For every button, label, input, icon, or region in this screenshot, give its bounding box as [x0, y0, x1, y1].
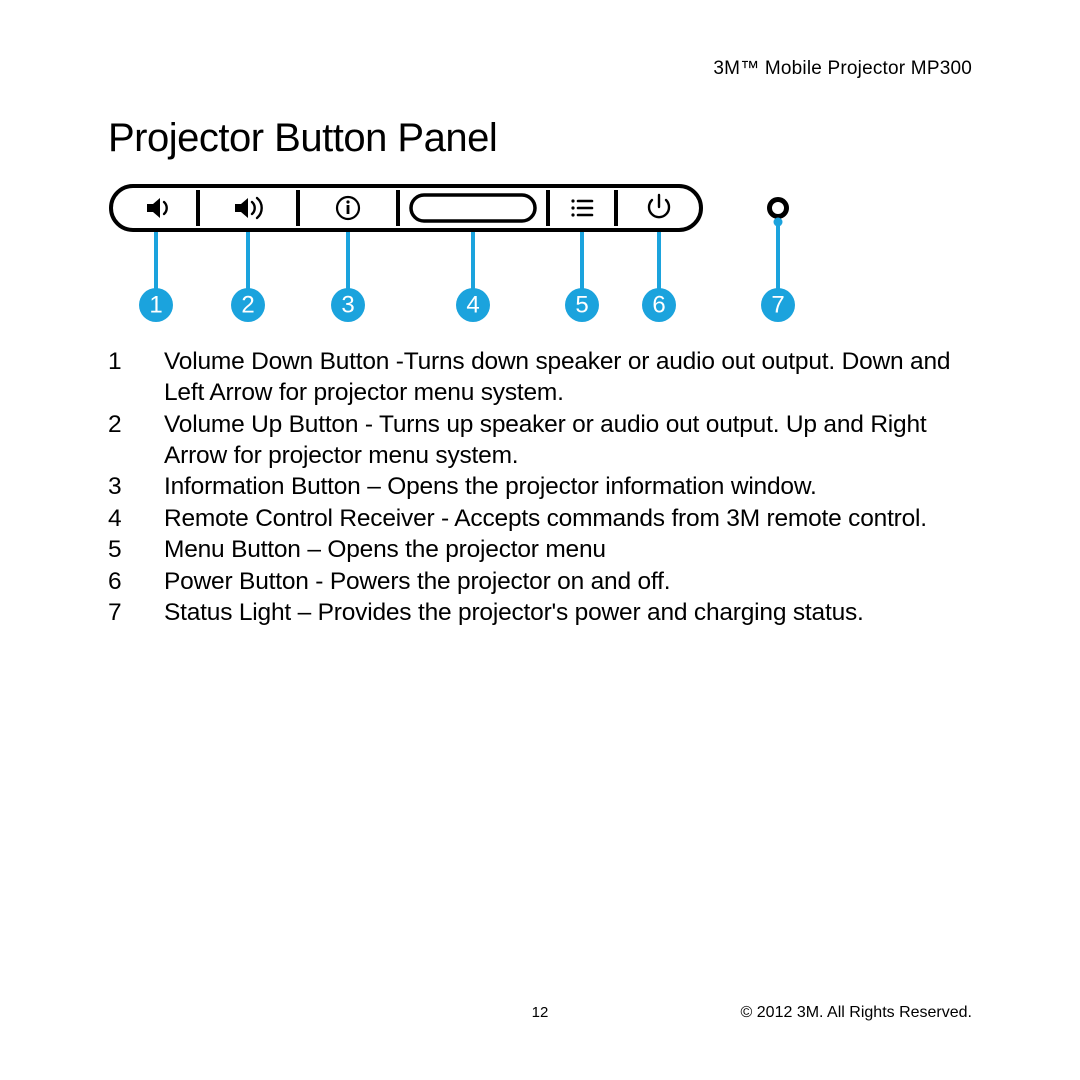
list-item: 4 Remote Control Receiver - Accepts comm…	[108, 503, 970, 534]
callout-3: 3	[341, 292, 354, 319]
callout-6: 6	[652, 292, 665, 319]
list-item-number: 5	[108, 534, 164, 565]
list-item: 2 Volume Up Button - Turns up speaker or…	[108, 409, 970, 472]
list-item-text: Power Button - Powers the projector on a…	[164, 566, 970, 597]
volume-down-icon	[147, 198, 167, 218]
list-item-number: 4	[108, 503, 164, 534]
list-item-text: Menu Button – Opens the projector menu	[164, 534, 970, 565]
list-item-text: Volume Up Button - Turns up speaker or a…	[164, 409, 970, 472]
callout-4: 4	[466, 292, 479, 319]
page-title: Projector Button Panel	[108, 116, 497, 161]
callout-2: 2	[241, 292, 254, 319]
list-item-text: Information Button – Opens the projector…	[164, 471, 970, 502]
list-item-text: Status Light – Provides the projector's …	[164, 597, 970, 628]
list-item-number: 3	[108, 471, 164, 502]
callout-5: 5	[575, 292, 588, 319]
list-item-number: 2	[108, 409, 164, 440]
power-icon	[649, 195, 669, 217]
list-item: 7 Status Light – Provides the projector'…	[108, 597, 970, 628]
copyright-text: © 2012 3M. All Rights Reserved.	[741, 1004, 972, 1022]
list-item: 3 Information Button – Opens the project…	[108, 471, 970, 502]
page-number: 12	[532, 1004, 549, 1021]
callout-7: 7	[771, 292, 784, 319]
list-item: 1 Volume Down Button -Turns down speaker…	[108, 346, 970, 409]
list-item: 6 Power Button - Powers the projector on…	[108, 566, 970, 597]
button-panel-diagram: 1 2 3 4 5 6	[108, 180, 828, 340]
callout-1: 1	[149, 292, 162, 319]
status-light-icon	[770, 200, 787, 217]
list-item-number: 1	[108, 346, 164, 377]
list-item-text: Volume Down Button -Turns down speaker o…	[164, 346, 970, 409]
list-item: 5 Menu Button – Opens the projector menu	[108, 534, 970, 565]
volume-up-icon	[235, 198, 262, 218]
header-product-name: 3M™ Mobile Projector MP300	[713, 58, 972, 80]
info-icon	[337, 197, 359, 219]
menu-icon	[571, 199, 592, 216]
list-item-number: 6	[108, 566, 164, 597]
description-list: 1 Volume Down Button -Turns down speaker…	[108, 346, 970, 628]
list-item-number: 7	[108, 597, 164, 628]
list-item-text: Remote Control Receiver - Accepts comman…	[164, 503, 970, 534]
